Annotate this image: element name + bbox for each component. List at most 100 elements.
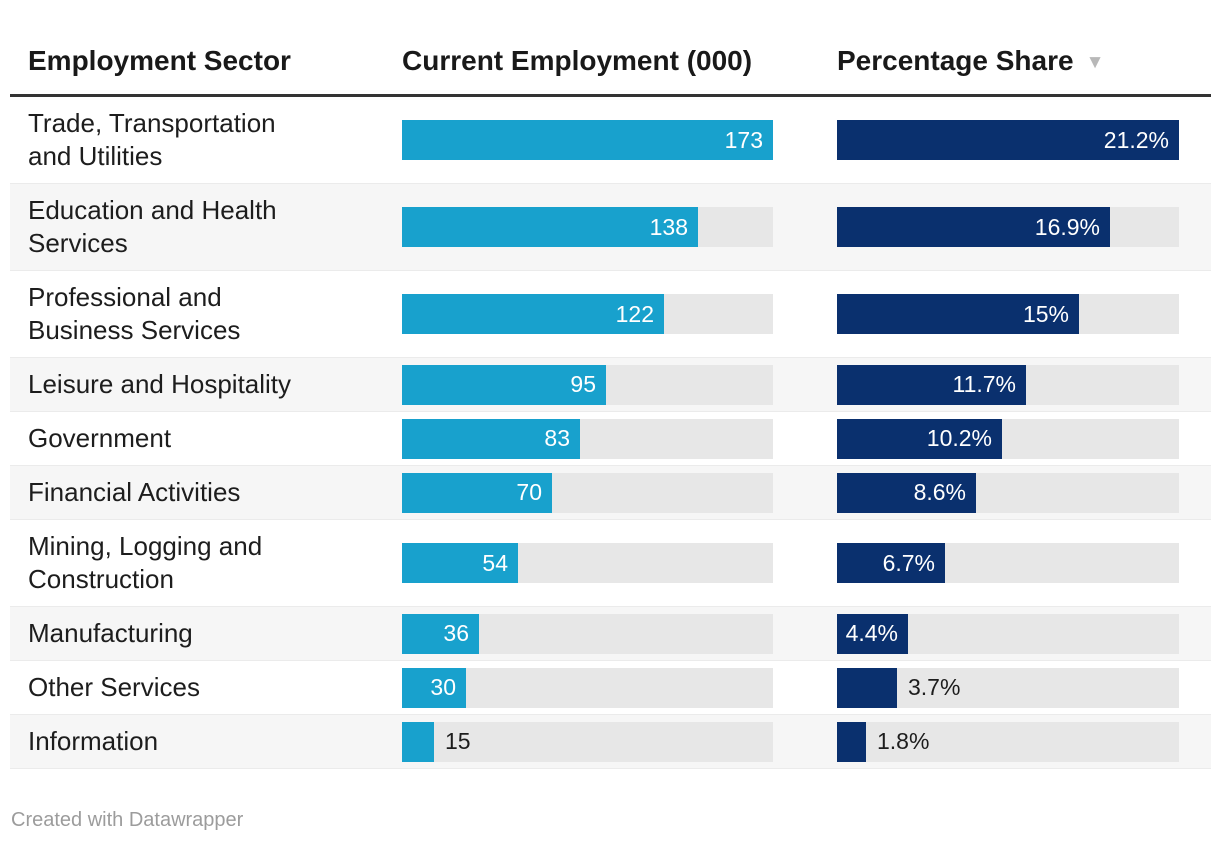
sector-cell: Information	[10, 715, 402, 768]
sort-desc-icon: ▼	[1085, 52, 1105, 73]
sector-label: Government	[28, 423, 172, 453]
employment-table-chart: Employment Sector Current Employment (00…	[10, 10, 1211, 832]
employment-bar-track: 95	[402, 364, 773, 405]
sector-cell: Professional and Business Services	[10, 271, 402, 357]
employment-bar: 70	[402, 472, 552, 513]
employment-bar: 138	[402, 207, 698, 247]
table-row: Trade, Transportation and Utilities 173 …	[10, 97, 1211, 184]
share-value: 15%	[1022, 300, 1069, 327]
employment-cell: 54	[402, 543, 837, 583]
share-bar-track: 4.4%	[837, 613, 1179, 654]
share-value: 3.7%	[908, 674, 961, 700]
table-row: Information 15 1.8%	[10, 715, 1211, 769]
share-bar: 11.7%	[837, 364, 1026, 405]
share-value: 4.4%	[845, 620, 898, 646]
employment-value: 138	[649, 213, 688, 240]
share-bar: 4.4%	[837, 613, 908, 654]
percentage-share-label: Percentage Share	[837, 45, 1074, 76]
employment-value: 36	[443, 620, 469, 646]
share-bar: 16.9%	[837, 207, 1110, 247]
employment-cell: 83	[402, 418, 837, 459]
employment-cell: 15	[402, 721, 837, 762]
share-bar: 8.6%	[837, 472, 976, 513]
share-bar-track: 15%	[837, 294, 1179, 334]
employment-bar-track: 70	[402, 472, 773, 513]
share-cell: 6.7%	[837, 543, 1211, 583]
sector-cell: Education and Health Services	[10, 184, 402, 270]
employment-value: 83	[544, 425, 570, 451]
employment-cell: 173	[402, 120, 837, 160]
employment-cell: 122	[402, 294, 837, 334]
table-row: Professional and Business Services 122 1…	[10, 271, 1211, 358]
column-header-percentage-share[interactable]: Percentage Share ▼	[837, 45, 1211, 94]
sector-label: Financial Activities	[28, 477, 241, 507]
share-bar-track: 3.7%	[837, 667, 1179, 708]
column-header-employment-sector[interactable]: Employment Sector	[28, 45, 291, 76]
table-row: Financial Activities 70 8.6%	[10, 466, 1211, 520]
employment-value: 95	[570, 371, 596, 397]
share-bar-track: 8.6%	[837, 472, 1179, 513]
sector-cell: Mining, Logging and Construction	[10, 520, 402, 606]
share-bar	[837, 721, 866, 762]
share-cell: 10.2%	[837, 418, 1211, 459]
table-row: Manufacturing 36 4.4%	[10, 607, 1211, 661]
table-header-row: Employment Sector Current Employment (00…	[10, 10, 1211, 97]
employment-bar-track: 30	[402, 667, 773, 708]
employment-value: 15	[445, 728, 471, 754]
sector-cell: Financial Activities	[10, 466, 402, 519]
employment-cell: 30	[402, 667, 837, 708]
employment-bar: 95	[402, 364, 606, 405]
share-bar: 21.2%	[837, 120, 1179, 160]
share-bar-track: 6.7%	[837, 543, 1179, 583]
table-row: Government 83 10.2%	[10, 412, 1211, 466]
share-bar-track: 10.2%	[837, 418, 1179, 459]
employment-cell: 138	[402, 207, 837, 247]
sector-label: Professional and Business Services	[28, 282, 241, 345]
share-value: 1.8%	[877, 728, 930, 754]
share-value: 8.6%	[913, 479, 966, 505]
share-bar: 10.2%	[837, 418, 1002, 459]
employment-bar: 122	[402, 294, 664, 334]
share-cell: 8.6%	[837, 472, 1211, 513]
sector-label: Manufacturing	[28, 618, 193, 648]
employment-bar: 83	[402, 418, 580, 459]
column-header-current-employment[interactable]: Current Employment (000)	[402, 45, 753, 76]
employment-bar-track: 36	[402, 613, 773, 654]
share-cell: 15%	[837, 294, 1211, 334]
share-bar-track: 1.8%	[837, 721, 1179, 762]
sector-cell: Other Services	[10, 661, 402, 714]
table-row: Leisure and Hospitality 95 11.7%	[10, 358, 1211, 412]
share-value: 16.9%	[1034, 213, 1100, 240]
sector-label: Leisure and Hospitality	[28, 369, 292, 399]
share-cell: 3.7%	[837, 667, 1211, 708]
employment-value: 173	[724, 126, 763, 153]
employment-bar-track: 54	[402, 543, 773, 583]
employment-bar-track: 138	[402, 207, 773, 247]
share-bar-track: 11.7%	[837, 364, 1179, 405]
employment-bar: 54	[402, 543, 518, 583]
employment-value: 30	[430, 674, 456, 700]
table-body: Trade, Transportation and Utilities 173 …	[10, 97, 1211, 769]
share-bar-track: 16.9%	[837, 207, 1179, 247]
employment-bar	[402, 721, 434, 762]
employment-bar-track: 173	[402, 120, 773, 160]
sector-label: Trade, Transportation and Utilities	[28, 108, 276, 171]
employment-cell: 70	[402, 472, 837, 513]
table-row: Education and Health Services 138 16.9%	[10, 184, 1211, 271]
employment-bar: 173	[402, 120, 773, 160]
datawrapper-credit[interactable]: Created with Datawrapper	[11, 809, 244, 831]
share-cell: 4.4%	[837, 613, 1211, 654]
share-cell: 1.8%	[837, 721, 1211, 762]
share-value: 10.2%	[926, 425, 992, 451]
share-bar: 15%	[837, 294, 1079, 334]
employment-value: 70	[516, 479, 542, 505]
share-bar-track: 21.2%	[837, 120, 1179, 160]
sector-cell: Manufacturing	[10, 607, 402, 660]
share-value: 11.7%	[952, 371, 1016, 397]
employment-bar-track: 15	[402, 721, 773, 762]
sector-label: Information	[28, 726, 159, 756]
employment-bar: 30	[402, 667, 466, 708]
sector-cell: Leisure and Hospitality	[10, 358, 402, 411]
sector-label: Other Services	[28, 672, 200, 702]
employment-bar-track: 122	[402, 294, 773, 334]
